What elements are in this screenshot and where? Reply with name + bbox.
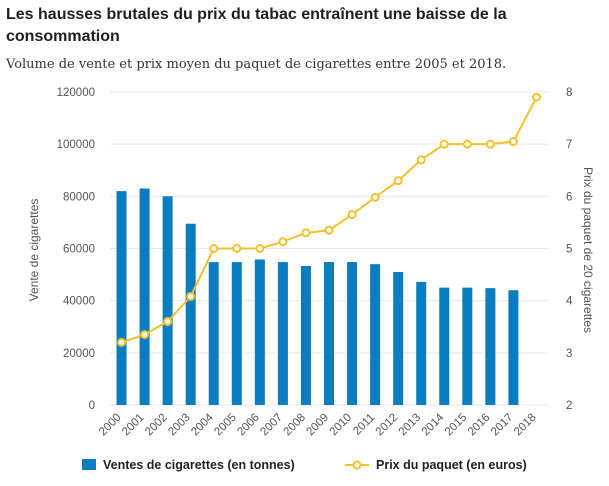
price-point xyxy=(485,139,495,149)
price-point xyxy=(531,92,541,102)
y-tick-label: 100000 xyxy=(57,139,95,151)
bar xyxy=(116,191,127,405)
x-tick-label: 2008 xyxy=(281,412,308,439)
bar-series xyxy=(116,188,519,405)
y2-tick-label: 4 xyxy=(566,296,573,308)
x-tick-label: 2016 xyxy=(466,412,493,439)
x-tick-label: 2009 xyxy=(305,412,332,439)
price-point xyxy=(439,139,449,149)
bar xyxy=(485,288,496,405)
x-tick-label: 2014 xyxy=(420,411,447,438)
y2-tick-label: 8 xyxy=(566,87,572,99)
legend-line-marker xyxy=(352,460,362,470)
price-point xyxy=(324,225,334,235)
y-tick-label: 40000 xyxy=(63,296,95,308)
bar xyxy=(393,271,404,405)
price-point xyxy=(393,176,403,186)
bar xyxy=(439,287,450,405)
price-point xyxy=(163,317,173,327)
price-point xyxy=(186,291,196,301)
price-point xyxy=(508,137,518,147)
x-tick-label: 2018 xyxy=(512,412,539,439)
bar xyxy=(508,290,519,405)
bar xyxy=(208,262,219,405)
chart-subtitle: Volume de vente et prix moyen du paquet … xyxy=(6,57,507,72)
bar xyxy=(370,264,381,405)
x-tick-label: 2003 xyxy=(166,412,193,439)
legend-bar-swatch xyxy=(82,459,96,470)
y2-tick-label: 6 xyxy=(566,191,572,203)
x-tick-label: 2007 xyxy=(258,412,285,439)
y-axis-label: Vente de cigarettes xyxy=(27,199,41,302)
x-tick-label: 2011 xyxy=(351,412,377,438)
x-tick-label: 2017 xyxy=(489,412,516,439)
price-point xyxy=(301,228,311,238)
y-tick-label: 120000 xyxy=(57,87,95,99)
price-line-series xyxy=(117,92,541,347)
legend-line-label: Prix du paquet (en euros) xyxy=(376,458,527,472)
x-tick-label: 2006 xyxy=(235,412,262,439)
x-tick-label: 2015 xyxy=(443,412,470,439)
bar xyxy=(324,262,334,405)
y2-axis-label: Prix du paquet de 20 cigarettes xyxy=(581,167,595,333)
bar xyxy=(416,281,427,405)
y2-tick-label: 5 xyxy=(566,244,572,256)
price-point xyxy=(209,244,219,253)
legend: Ventes de cigarettes (en tonnes) Prix du… xyxy=(82,458,527,472)
y-tick-label: 80000 xyxy=(63,191,95,203)
legend-bar-label: Ventes de cigarettes (en tonnes) xyxy=(103,458,295,472)
bar xyxy=(347,262,358,405)
price-point xyxy=(117,337,127,347)
price-point xyxy=(347,210,357,220)
price-point xyxy=(416,155,426,165)
axis-ticks: 0 20000 40000 60000 80000 100000 120000 2 3 4 5 6 7 8… xyxy=(57,87,573,438)
bar xyxy=(162,196,173,405)
y2-tick-label: 3 xyxy=(566,348,572,360)
chart-title: Les hausses brutales du prix du tabac en… xyxy=(6,6,507,45)
x-tick-label: 2010 xyxy=(328,412,355,439)
y-tick-label: 60000 xyxy=(63,244,95,256)
bar xyxy=(300,265,311,405)
price-point xyxy=(140,330,150,340)
bar xyxy=(277,262,288,405)
price-point xyxy=(255,244,265,253)
price-point xyxy=(232,244,242,253)
x-tick-label: 2004 xyxy=(189,411,216,438)
bar xyxy=(254,259,265,405)
price-point xyxy=(278,237,288,247)
x-tick-label: 2005 xyxy=(212,412,239,439)
x-tick-label: 2000 xyxy=(97,412,124,439)
price-point xyxy=(462,139,472,149)
y2-tick-label: 2 xyxy=(566,400,572,412)
bar xyxy=(462,287,473,405)
x-tick-label: 2002 xyxy=(143,412,170,439)
bar xyxy=(185,223,196,405)
bar xyxy=(139,188,150,405)
x-tick-label: 2013 xyxy=(397,412,424,439)
price-point xyxy=(370,192,380,202)
bar xyxy=(231,262,242,405)
x-tick-label: 2001 xyxy=(120,412,147,439)
y2-tick-label: 7 xyxy=(566,139,572,151)
y-tick-label: 20000 xyxy=(63,348,95,360)
y-tick-label: 0 xyxy=(89,400,95,412)
x-tick-label: 2012 xyxy=(374,412,401,439)
